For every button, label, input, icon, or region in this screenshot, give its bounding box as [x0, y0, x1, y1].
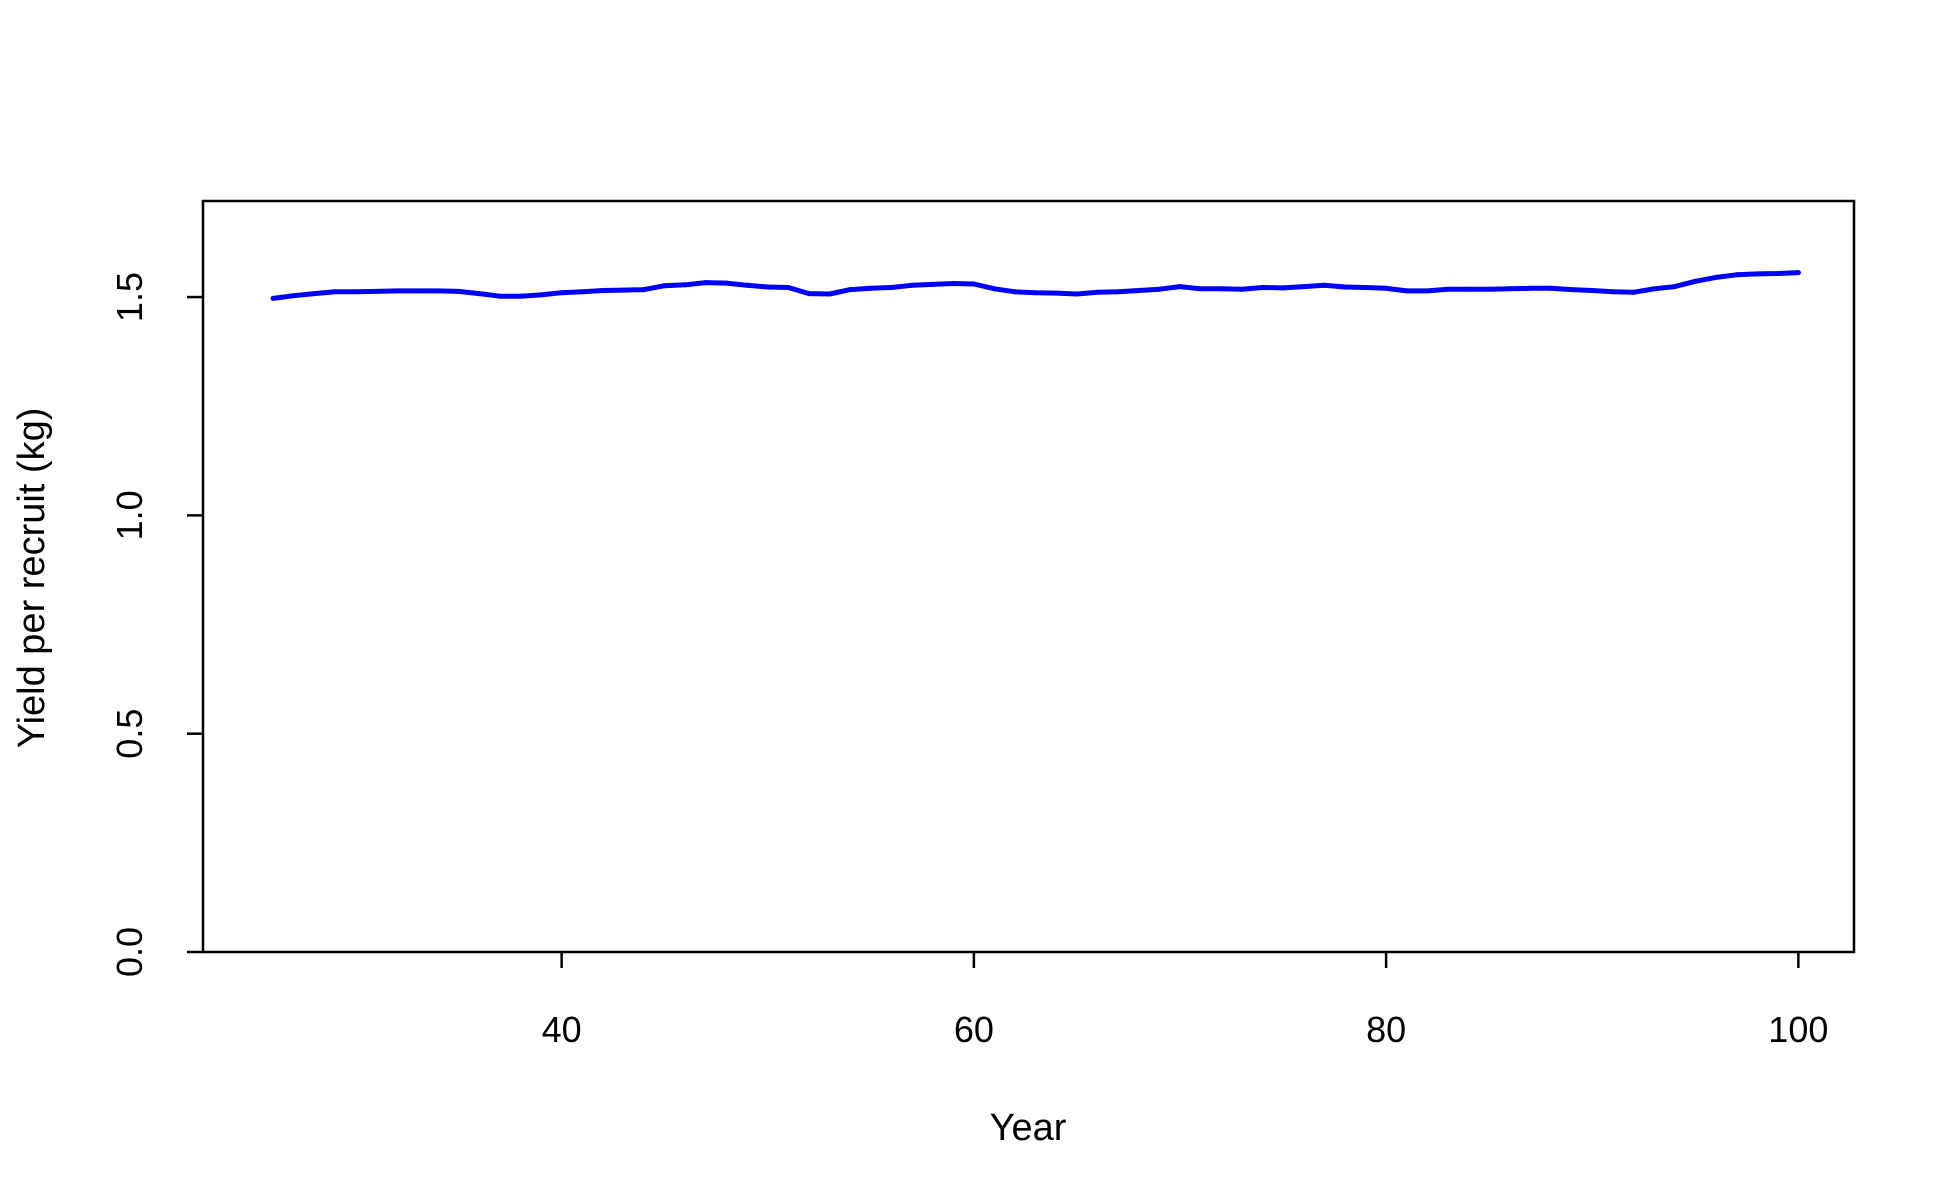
y-tick-label: 1.0 — [109, 490, 150, 540]
data-point — [1280, 285, 1286, 291]
data-point — [414, 288, 420, 294]
data-point — [1095, 289, 1100, 295]
data-point — [1466, 286, 1472, 292]
data-point — [1486, 286, 1492, 292]
y-tick-label: 0.0 — [109, 927, 150, 977]
x-tick-label: 60 — [954, 1009, 994, 1050]
data-point — [1033, 290, 1039, 296]
data-point — [909, 282, 915, 288]
data-point — [456, 288, 462, 294]
data-point — [1301, 284, 1307, 290]
y-tick-label: 0.5 — [109, 709, 150, 759]
data-point — [1672, 284, 1678, 290]
data-point — [332, 289, 338, 295]
data-point — [538, 292, 544, 298]
data-point — [1156, 286, 1162, 292]
data-point — [1507, 286, 1513, 292]
y-tick-label: 1.5 — [109, 272, 150, 322]
data-point — [785, 285, 791, 290]
data-point — [1548, 285, 1554, 291]
data-point — [1527, 285, 1533, 291]
data-point — [930, 281, 936, 287]
data-point — [559, 290, 565, 296]
data-point — [868, 285, 874, 291]
data-point — [1610, 289, 1616, 295]
data-point — [1692, 278, 1698, 284]
data-point — [682, 282, 688, 288]
data-point — [621, 287, 626, 293]
data-point — [517, 293, 523, 299]
data-point — [1259, 285, 1265, 290]
data-point — [1012, 289, 1018, 295]
data-point — [1651, 286, 1657, 292]
data-point — [373, 288, 379, 294]
x-tick-label: 40 — [542, 1009, 582, 1050]
data-point — [1136, 288, 1142, 293]
data-point — [1053, 290, 1059, 296]
data-point — [1321, 282, 1327, 288]
data-point — [1342, 284, 1348, 290]
data-point — [579, 289, 585, 295]
data-point — [1754, 271, 1760, 277]
data-point — [744, 282, 750, 288]
data-point — [703, 280, 709, 286]
x-axis: 40 60 80 100 — [542, 952, 1828, 1050]
data-point — [1404, 288, 1410, 294]
data-point — [971, 281, 977, 287]
data-point — [1177, 284, 1183, 290]
data-point — [827, 291, 833, 297]
data-point — [1589, 288, 1595, 293]
data-point — [765, 284, 771, 290]
data-point — [724, 280, 729, 286]
data-point — [950, 281, 956, 286]
data-point — [806, 291, 812, 297]
data-point — [270, 295, 276, 301]
data-point — [1074, 291, 1080, 297]
data-point — [291, 293, 297, 299]
data-point — [1363, 285, 1368, 290]
data-point — [1795, 270, 1801, 276]
data-point — [1569, 287, 1575, 293]
data-point — [1713, 274, 1719, 280]
data-points — [270, 270, 1801, 301]
data-point — [992, 286, 997, 292]
y-axis: 0.0 0.5 1.0 1.5 — [109, 272, 203, 977]
plot-area-frame — [201, 199, 1856, 954]
data-point — [476, 291, 482, 297]
data-point — [311, 291, 317, 297]
x-axis-label: Year — [990, 1107, 1067, 1149]
y-axis-label: Yield per recruit (kg) — [11, 408, 53, 749]
data-point — [1734, 272, 1739, 278]
data-point — [1775, 271, 1781, 276]
data-point — [394, 288, 400, 294]
data-point — [353, 289, 358, 295]
data-point — [1115, 289, 1121, 295]
data-point — [1239, 286, 1245, 292]
data-point — [600, 288, 606, 293]
x-tick-label: 80 — [1366, 1009, 1406, 1050]
data-point — [888, 285, 894, 290]
data-point — [847, 287, 853, 293]
data-point — [1424, 288, 1430, 294]
data-point — [497, 293, 503, 299]
data-point — [662, 283, 668, 289]
data-point — [1445, 286, 1451, 292]
data-point — [1198, 286, 1204, 292]
data-point — [1631, 289, 1636, 295]
data-point — [435, 288, 441, 294]
data-point — [1218, 286, 1224, 292]
data-point — [1383, 285, 1389, 291]
data-point — [641, 287, 647, 293]
x-tick-label: 100 — [1768, 1009, 1828, 1050]
